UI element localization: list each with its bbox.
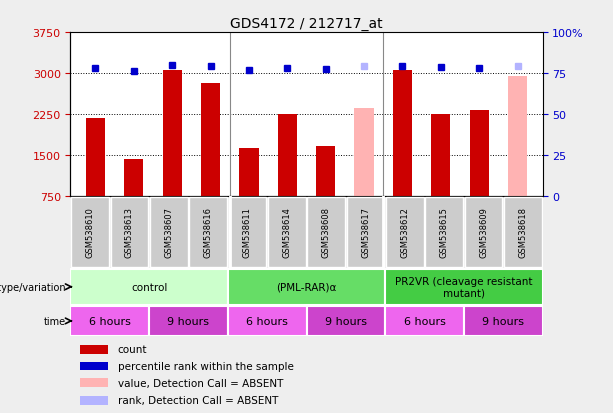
Bar bbox=[307, 198, 345, 267]
Bar bbox=[150, 198, 188, 267]
Bar bbox=[470, 111, 489, 196]
Text: GSM538611: GSM538611 bbox=[243, 207, 252, 258]
Text: count: count bbox=[118, 344, 147, 355]
Bar bbox=[306, 306, 385, 336]
Bar bbox=[70, 306, 149, 336]
Text: GSM538610: GSM538610 bbox=[86, 207, 94, 258]
Bar bbox=[385, 269, 543, 305]
Bar bbox=[228, 269, 385, 305]
Text: 9 hours: 9 hours bbox=[482, 316, 524, 326]
Bar bbox=[228, 306, 306, 336]
Bar bbox=[149, 306, 228, 336]
Bar bbox=[464, 306, 543, 336]
Bar bbox=[316, 147, 335, 196]
Text: GSM538618: GSM538618 bbox=[519, 207, 527, 258]
Bar bbox=[80, 396, 109, 405]
Text: GSM538609: GSM538609 bbox=[479, 207, 488, 258]
Bar bbox=[508, 77, 527, 196]
Text: GSM538617: GSM538617 bbox=[361, 207, 370, 258]
Bar bbox=[86, 119, 105, 196]
Text: value, Detection Call = ABSENT: value, Detection Call = ABSENT bbox=[118, 378, 283, 388]
Bar bbox=[80, 378, 109, 387]
Bar bbox=[278, 115, 297, 196]
Text: time: time bbox=[44, 316, 66, 326]
Bar bbox=[124, 160, 143, 196]
Bar bbox=[110, 198, 148, 267]
Bar bbox=[268, 198, 306, 267]
Bar bbox=[80, 362, 109, 370]
Text: control: control bbox=[131, 282, 167, 292]
Bar bbox=[431, 114, 451, 196]
Text: GSM538607: GSM538607 bbox=[164, 207, 173, 258]
Text: percentile rank within the sample: percentile rank within the sample bbox=[118, 361, 294, 371]
Bar bbox=[162, 71, 182, 196]
Bar bbox=[201, 83, 220, 196]
Bar bbox=[465, 198, 503, 267]
Bar bbox=[385, 306, 464, 336]
Bar bbox=[80, 345, 109, 354]
Text: 6 hours: 6 hours bbox=[89, 316, 131, 326]
Text: GSM538615: GSM538615 bbox=[440, 207, 449, 258]
Text: GSM538616: GSM538616 bbox=[204, 207, 213, 258]
Bar bbox=[346, 198, 384, 267]
Text: (PML-RAR)α: (PML-RAR)α bbox=[276, 282, 337, 292]
Text: GSM538608: GSM538608 bbox=[322, 207, 330, 258]
Text: 6 hours: 6 hours bbox=[403, 316, 446, 326]
Bar bbox=[393, 71, 412, 196]
Bar bbox=[386, 198, 424, 267]
Bar bbox=[239, 149, 259, 196]
Bar bbox=[504, 198, 542, 267]
Text: 9 hours: 9 hours bbox=[325, 316, 367, 326]
Text: genotype/variation: genotype/variation bbox=[0, 282, 66, 292]
Title: GDS4172 / 212717_at: GDS4172 / 212717_at bbox=[230, 17, 383, 31]
Text: 9 hours: 9 hours bbox=[167, 316, 210, 326]
Bar bbox=[71, 198, 109, 267]
Bar bbox=[229, 198, 267, 267]
Text: GSM538612: GSM538612 bbox=[400, 207, 409, 258]
Text: PR2VR (cleavage resistant
mutant): PR2VR (cleavage resistant mutant) bbox=[395, 276, 533, 298]
Text: rank, Detection Call = ABSENT: rank, Detection Call = ABSENT bbox=[118, 395, 278, 405]
Text: 6 hours: 6 hours bbox=[246, 316, 288, 326]
Bar bbox=[70, 269, 228, 305]
Text: GSM538614: GSM538614 bbox=[283, 207, 291, 258]
Text: GSM538613: GSM538613 bbox=[125, 207, 134, 258]
Bar bbox=[189, 198, 227, 267]
Bar bbox=[354, 109, 374, 196]
Bar bbox=[425, 198, 463, 267]
